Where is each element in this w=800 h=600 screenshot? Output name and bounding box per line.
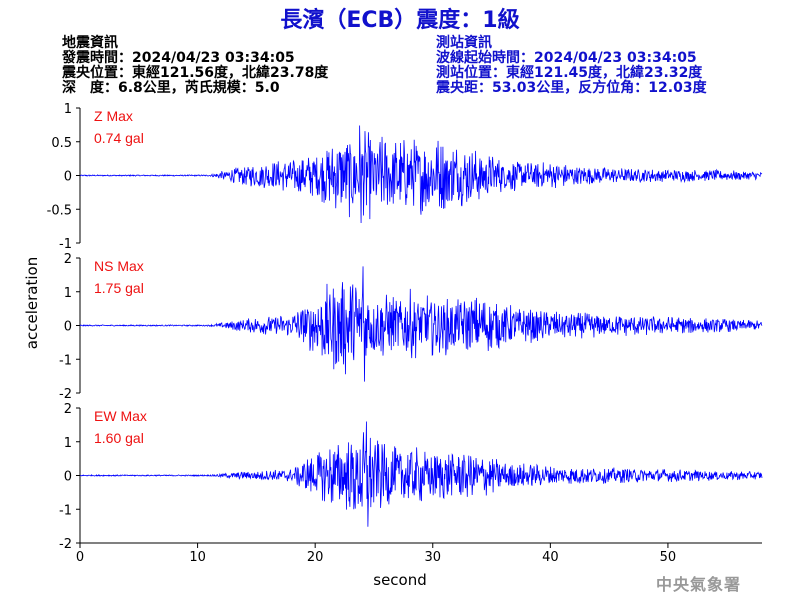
station-info-start-time: 波線起始時間：2024/04/23 03:34:05 bbox=[436, 50, 697, 66]
y-tick-label: -0.5 bbox=[47, 203, 72, 218]
seismic-trace bbox=[79, 266, 763, 382]
x-tick-label: 50 bbox=[660, 550, 677, 565]
quake-info-depth-magnitude: 深 度：6.8公里，芮氏規模：5.0 bbox=[62, 80, 280, 96]
y-tick-label: -2 bbox=[59, 387, 72, 402]
station-info-heading: 測站資訊 bbox=[436, 35, 492, 51]
y-tick-label: 0.5 bbox=[51, 136, 72, 151]
component-max-label: Z Max bbox=[94, 108, 133, 124]
quake-info-location: 震央位置：東經121.56度，北緯23.78度 bbox=[62, 65, 329, 81]
y-tick-label: 2 bbox=[64, 252, 72, 267]
component-max-value: 1.75 gal bbox=[94, 280, 144, 296]
seismic-trace bbox=[79, 125, 763, 223]
y-tick-label: 1 bbox=[64, 436, 72, 451]
y-tick-label: 1 bbox=[64, 102, 72, 117]
y-tick-label: -1 bbox=[59, 353, 72, 368]
station-info-block: 測站資訊 波線起始時間：2024/04/23 03:34:05 測站位置：東經1… bbox=[436, 36, 707, 96]
quake-info-time: 發震時間：2024/04/23 03:34:05 bbox=[62, 50, 295, 66]
x-tick-label: 0 bbox=[76, 550, 84, 565]
y-tick-label: 0 bbox=[64, 470, 72, 485]
x-tick-label: 30 bbox=[424, 550, 441, 565]
station-info-location: 測站位置：東經121.45度，北緯23.32度 bbox=[436, 65, 703, 81]
y-tick-label: -2 bbox=[59, 537, 72, 552]
component-max-value: 1.60 gal bbox=[94, 430, 144, 446]
x-tick-label: 40 bbox=[542, 550, 559, 565]
y-axis-label: acceleration bbox=[23, 256, 41, 350]
y-tick-label: 0 bbox=[64, 320, 72, 335]
agency-watermark: 中央氣象署 bbox=[656, 575, 742, 594]
x-tick-label: 20 bbox=[307, 550, 324, 565]
x-tick-label: 10 bbox=[189, 550, 206, 565]
y-tick-label: -1 bbox=[59, 237, 72, 252]
x-axis-label: second bbox=[373, 571, 427, 589]
chart-title: 長濱（ECB）震度：1級 bbox=[280, 8, 520, 33]
component-max-value: 0.74 gal bbox=[94, 130, 144, 146]
component-max-label: EW Max bbox=[94, 408, 147, 424]
y-tick-label: -1 bbox=[59, 503, 72, 518]
station-info-distance: 震央距：53.03公里，反方位角：12.03度 bbox=[436, 80, 707, 96]
component-max-label: NS Max bbox=[94, 258, 144, 274]
y-tick-label: 0 bbox=[64, 170, 72, 185]
quake-info-heading: 地震資訊 bbox=[62, 35, 118, 51]
seismic-trace bbox=[79, 421, 763, 527]
y-tick-label: 2 bbox=[64, 402, 72, 417]
y-tick-label: 1 bbox=[64, 286, 72, 301]
quake-info-block: 地震資訊 發震時間：2024/04/23 03:34:05 震央位置：東經121… bbox=[62, 36, 328, 96]
